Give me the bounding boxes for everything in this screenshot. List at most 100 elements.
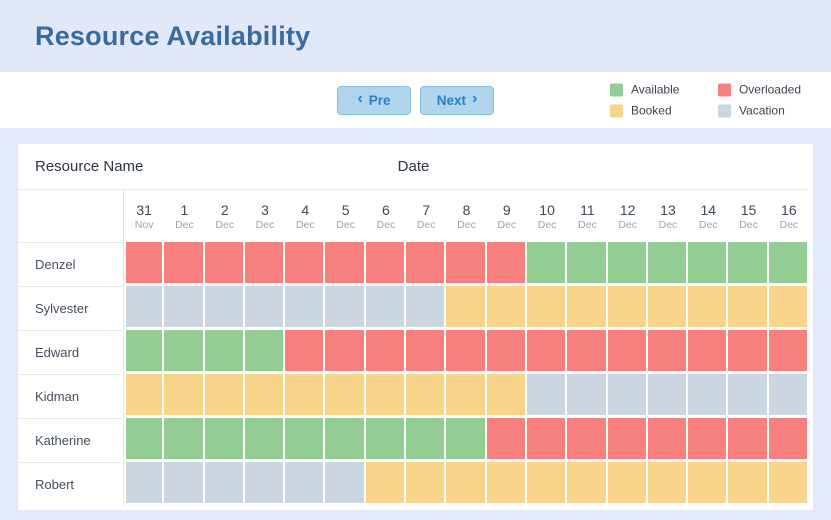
schedule-cell-booked: [567, 286, 608, 330]
date-header-cell: 13 Dec: [648, 190, 688, 242]
schedule-cell-overloaded: [768, 418, 809, 462]
schedule-cell-overloaded: [526, 330, 568, 374]
date-header-cell: 12 Dec: [608, 190, 648, 242]
schedule-cell-overloaded: [688, 418, 729, 462]
schedule-cell-vacation: [285, 462, 326, 506]
table-header-row: Resource Name Date: [18, 144, 809, 190]
schedule-cell-overloaded: [285, 242, 326, 286]
schedule-cell-vacation: [325, 286, 366, 330]
schedule-cell-vacation: [204, 462, 245, 506]
date-month: Dec: [698, 218, 718, 231]
date-day: 15: [740, 201, 757, 218]
date-day: 9: [502, 201, 511, 218]
main-area: Resource Name Date 31 Nov 1 Dec 2 Dec 3 Dec 4 Dec…: [0, 128, 831, 520]
legend-item-overloaded: Overloaded: [717, 83, 801, 97]
chevron-left-icon: ‹: [357, 90, 363, 107]
date-header-cell: 31 Nov: [124, 190, 164, 242]
schedule-cell-available: [124, 418, 165, 462]
schedule-cell-overloaded: [325, 330, 366, 374]
schedule-cell-booked: [728, 286, 769, 330]
next-button[interactable]: Next ›: [420, 85, 494, 115]
schedule-cell-booked: [607, 286, 648, 330]
date-header-cell: 5 Dec: [325, 190, 365, 242]
legend: Available Overloaded Booked Vacation: [609, 83, 801, 118]
date-month: Nov: [134, 218, 154, 231]
date-month: Dec: [457, 218, 476, 231]
schedule-cell-booked: [204, 374, 245, 418]
resource-name-cell: Sylvester: [18, 286, 124, 330]
schedule-cell-overloaded: [446, 330, 487, 374]
schedule-cell-available: [728, 242, 769, 286]
date-month: Dec: [658, 218, 678, 231]
vacation-swatch-icon: [717, 104, 731, 117]
schedule-cell-overloaded: [244, 242, 286, 286]
schedule-cell-booked: [647, 462, 689, 506]
schedule-cell-available: [446, 418, 487, 462]
schedule-cell-vacation: [124, 286, 165, 330]
schedule-cell-booked: [526, 286, 568, 330]
schedule-cell-available: [204, 418, 245, 462]
date-header-cell: 16 Dec: [769, 190, 809, 242]
available-swatch-icon: [609, 83, 623, 96]
date-header-cell: 7 Dec: [406, 190, 446, 242]
date-header-cell: 10 Dec: [527, 190, 567, 242]
schedule-cell-vacation: [244, 286, 286, 330]
schedule-cell-available: [124, 330, 165, 374]
schedule-cell-available: [647, 242, 689, 286]
schedule-cell-overloaded: [365, 330, 407, 374]
next-button-label: Next: [436, 92, 466, 108]
schedule-cell-vacation: [285, 286, 326, 330]
date-day: 31: [136, 201, 152, 218]
resource-name-column-header: Resource Name: [35, 158, 144, 175]
schedule-cell-booked: [567, 462, 608, 506]
date-header-cell: 6 Dec: [366, 190, 406, 242]
prev-button-label: Pre: [368, 92, 391, 108]
toolbar: ‹ Pre Next › Available Overloaded Booked Va…: [0, 72, 831, 128]
schedule-cell-overloaded: [567, 418, 608, 462]
schedule-cell-booked: [164, 374, 205, 418]
date-day: 1: [180, 201, 189, 218]
date-header-cell: 2 Dec: [205, 190, 245, 242]
chevron-right-icon: ›: [471, 90, 478, 107]
resource-name-cell: Denzel: [18, 242, 124, 286]
schedule-cell-vacation: [124, 462, 165, 506]
legend-label: Booked: [630, 103, 672, 118]
schedule-cell-booked: [124, 374, 165, 418]
schedule-cell-booked: [486, 374, 527, 418]
schedule-cell-overloaded: [647, 418, 689, 462]
page-title: Resource Availability: [35, 20, 311, 51]
date-day: 2: [220, 201, 229, 218]
schedule-cell-vacation: [204, 286, 245, 330]
schedule-cell-booked: [406, 374, 447, 418]
legend-item-available: Available: [609, 83, 692, 97]
schedule-cell-booked: [285, 374, 326, 418]
legend-item-booked: Booked: [609, 103, 692, 118]
date-month: Dec: [537, 218, 557, 231]
schedule-cell-overloaded: [325, 242, 366, 286]
booked-swatch-icon: [609, 104, 623, 117]
schedule-cell-vacation: [365, 286, 407, 330]
date-month: Dec: [739, 218, 758, 231]
schedule-cell-available: [164, 330, 205, 374]
schedule-cell-booked: [768, 286, 809, 330]
schedule-cell-booked: [365, 462, 407, 506]
schedule-cell-vacation: [325, 462, 366, 506]
date-row-name-spacer: [18, 190, 124, 242]
schedule-cell-booked: [486, 462, 527, 506]
schedule-cell-available: [325, 418, 366, 462]
schedule-cell-overloaded: [486, 418, 527, 462]
schedule-cell-vacation: [768, 374, 809, 418]
schedule-grid: 31 Nov 1 Dec 2 Dec 3 Dec 4 Dec 5 Dec 6 Dec 7 Dec 8 Dec 9 De…: [18, 190, 809, 506]
resource-name-cell: Robert: [18, 462, 124, 506]
schedule-cell-overloaded: [124, 242, 165, 286]
date-day: 14: [700, 201, 717, 218]
date-header-cell: 3 Dec: [245, 190, 285, 242]
schedule-cell-booked: [446, 286, 487, 330]
schedule-cell-booked: [768, 462, 809, 506]
schedule-cell-available: [244, 418, 286, 462]
date-header-cell: 8 Dec: [446, 190, 486, 242]
prev-button[interactable]: ‹ Pre: [337, 85, 411, 115]
date-month: Dec: [215, 218, 235, 231]
schedule-cell-available: [244, 330, 286, 374]
schedule-cell-overloaded: [446, 242, 487, 286]
